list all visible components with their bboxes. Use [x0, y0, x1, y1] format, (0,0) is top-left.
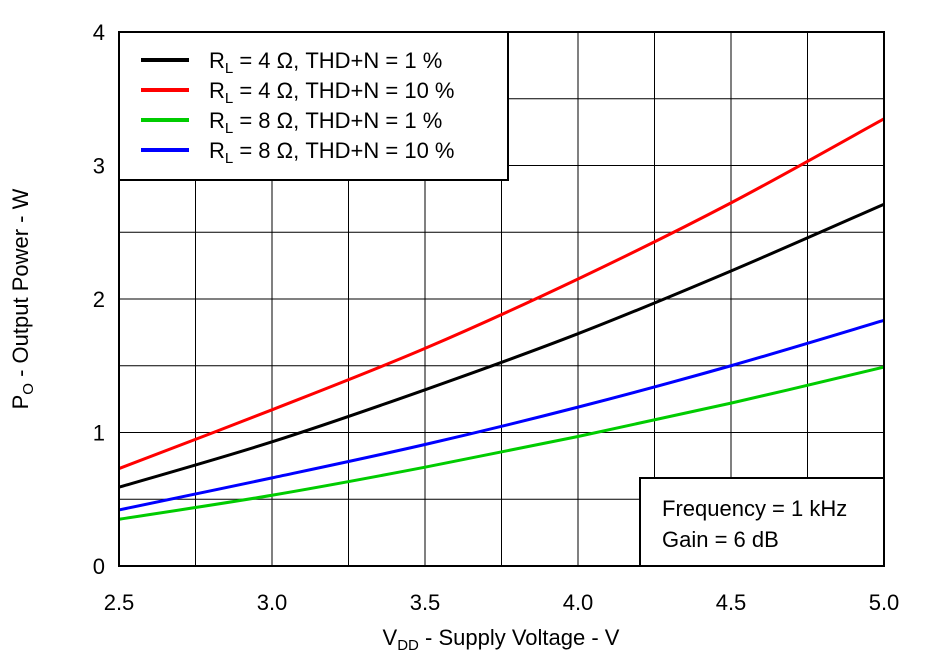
x-tick-label: 2.5: [104, 590, 135, 615]
legend-label-1: RL = 4 Ω, THD+N = 1 %: [209, 48, 442, 77]
x-tick-label: 3.5: [410, 590, 441, 615]
x-tick-label: 3.0: [257, 590, 288, 615]
series-line-4: [118, 318, 885, 512]
legend: RL = 4 Ω, THD+N = 1 %RL = 4 Ω, THD+N = 1…: [118, 31, 509, 181]
annotation-gain: Gain = 6 dB: [662, 527, 779, 552]
x-tick-label: 5.0: [869, 590, 900, 615]
y-tick-label: 1: [93, 421, 105, 446]
series-lines: [118, 117, 885, 521]
y-axis-label: PO - Output Power - W: [8, 188, 37, 409]
x-tick-label: 4.5: [716, 590, 747, 615]
legend-box: [118, 31, 509, 181]
annotation-frequency: Frequency = 1 kHz: [662, 496, 847, 521]
y-tick-label: 0: [93, 554, 105, 579]
series-line-1: [118, 202, 885, 489]
y-tick-label: 2: [93, 287, 105, 312]
tick-labels: 2.5 3.0 3.5 4.0 4.5 5.0 0 1 2 3 4: [93, 20, 900, 615]
legend-label-2: RL = 4 Ω, THD+N = 10 %: [209, 78, 455, 107]
y-tick-label: 4: [93, 20, 105, 45]
x-axis-label: VDD - Supply Voltage - V: [383, 625, 620, 654]
legend-label-3: RL = 8 Ω, THD+N = 1 %: [209, 108, 442, 137]
y-tick-label: 3: [93, 154, 105, 179]
series-line-3: [118, 365, 885, 521]
legend-label-4: RL = 8 Ω, THD+N = 10 %: [209, 138, 455, 167]
x-tick-label: 4.0: [563, 590, 594, 615]
series-line-2: [118, 117, 885, 470]
annotation-box: Frequency = 1 kHz Gain = 6 dB: [639, 477, 885, 567]
